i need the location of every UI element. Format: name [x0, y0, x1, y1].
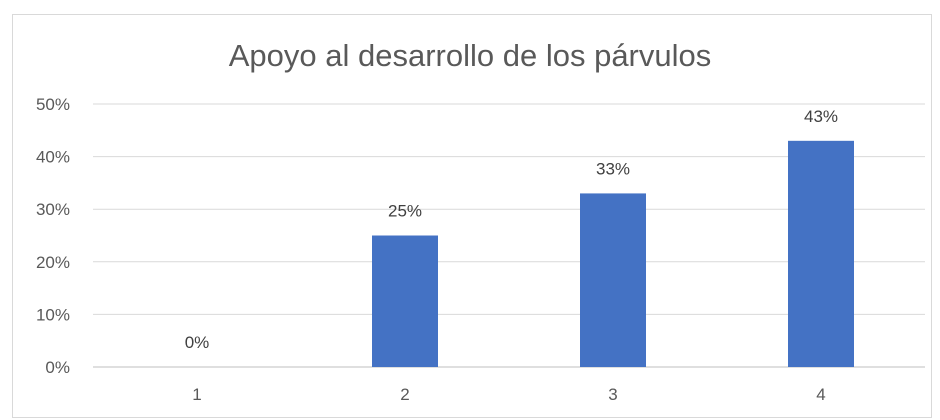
y-tick-label: 20%: [36, 253, 70, 272]
x-tick-label: 3: [608, 385, 617, 404]
y-tick-label: 0%: [45, 358, 70, 377]
y-tick-label: 30%: [36, 200, 70, 219]
chart-frame: [12, 14, 932, 418]
bars: [372, 140, 854, 367]
x-tick-label: 2: [400, 385, 409, 404]
y-axis-ticks: 0% 10% 20% 30% 40% 50%: [36, 95, 70, 377]
y-tick-label: 40%: [36, 148, 70, 167]
x-tick-label: 4: [816, 385, 825, 404]
bar: [788, 140, 854, 367]
data-label: 33%: [596, 159, 630, 178]
bar: [580, 193, 646, 367]
gridlines: [93, 103, 925, 368]
data-label: 0%: [185, 333, 210, 352]
bar: [372, 235, 438, 367]
y-tick-label: 50%: [36, 95, 70, 114]
data-label: 25%: [388, 202, 422, 221]
x-tick-label: 1: [192, 385, 201, 404]
y-tick-label: 10%: [36, 305, 70, 324]
data-label: 43%: [804, 107, 838, 126]
x-axis-ticks: 1 2 3 4: [192, 385, 825, 404]
data-labels: 0% 25% 33% 43%: [185, 107, 838, 352]
chart-title: Apoyo al desarrollo de los párvulos: [229, 38, 712, 73]
